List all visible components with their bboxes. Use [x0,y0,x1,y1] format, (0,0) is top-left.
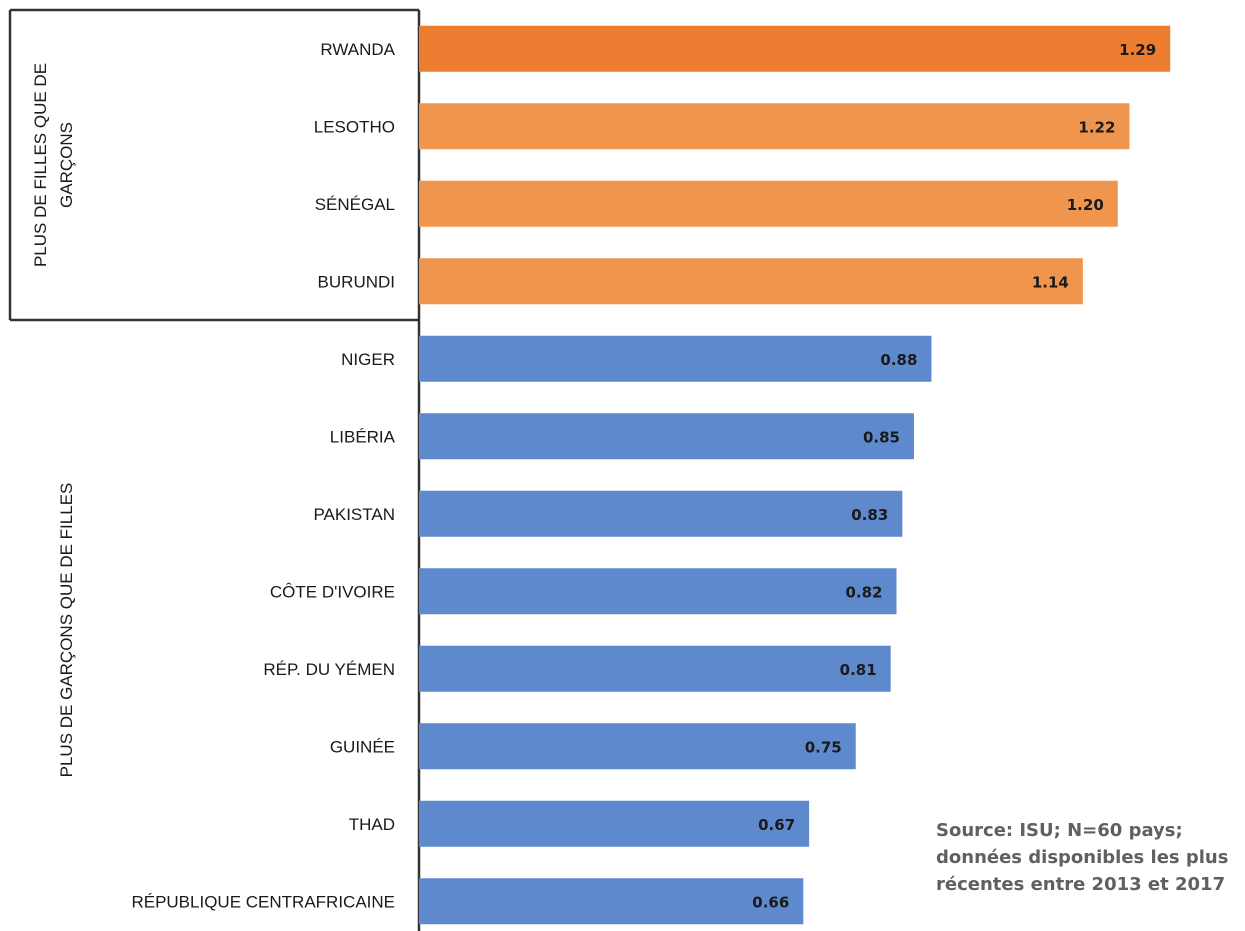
category-label: THAD [349,815,395,834]
value-label: 1.22 [1078,118,1115,136]
bars [419,25,1171,925]
bar [419,335,932,382]
category-label: RÉP. DU YÉMEN [263,660,395,679]
bar [419,258,1083,305]
value-label: 0.85 [863,428,900,446]
value-labels: 1.29 1.22 1.20 1.14 0.88 0.85 0.83 0.82 0.81 0.75… [752,41,1156,912]
category-label: RÉPUBLIQUE CENTRAFRICAINE [131,892,395,911]
value-label: 0.66 [752,893,789,911]
value-label: 0.67 [758,816,795,834]
bar [419,800,810,847]
group-label: PLUS DE FILLES QUE DE [31,63,50,267]
bar [419,490,903,537]
category-label: GUINÉE [330,737,395,756]
category-label: SÉNÉGAL [315,195,395,214]
bar [419,180,1118,227]
group-labels: PLUS DE FILLES QUE DE GARÇONS PLUS DE GARÇ… [31,63,76,777]
bar [419,568,897,615]
value-label: 1.29 [1119,41,1156,59]
group-label: GARÇONS [57,122,76,208]
category-label: PAKISTAN [313,505,395,524]
category-label: NIGER [341,350,395,369]
category-label: BURUNDI [318,272,395,291]
value-label: 1.14 [1032,273,1069,291]
category-label: LESOTHO [314,117,395,136]
category-labels: RWANDA LESOTHO SÉNÉGAL BURUNDI NIGER LIBÉRIA P… [131,40,395,912]
bar [419,103,1130,150]
group-frame [8,8,421,931]
value-label: 0.75 [805,738,842,756]
category-label: CÔTE D'IVOIRE [270,582,395,601]
value-label: 0.88 [880,351,917,369]
bar [419,878,804,925]
group-label: PLUS DE GARÇONS QUE DE FILLES [57,483,76,778]
bar [419,645,891,692]
source-note: Source: ISU; N=60 pays; données disponib… [936,820,1229,895]
bar [419,723,856,770]
value-label: 0.82 [845,583,882,601]
category-label: RWANDA [320,40,395,59]
value-label: 1.20 [1067,196,1104,214]
bar [419,413,914,460]
bar [419,25,1171,72]
value-label: 0.83 [851,506,888,524]
category-label: LIBÉRIA [330,427,396,446]
value-label: 0.81 [840,661,877,679]
